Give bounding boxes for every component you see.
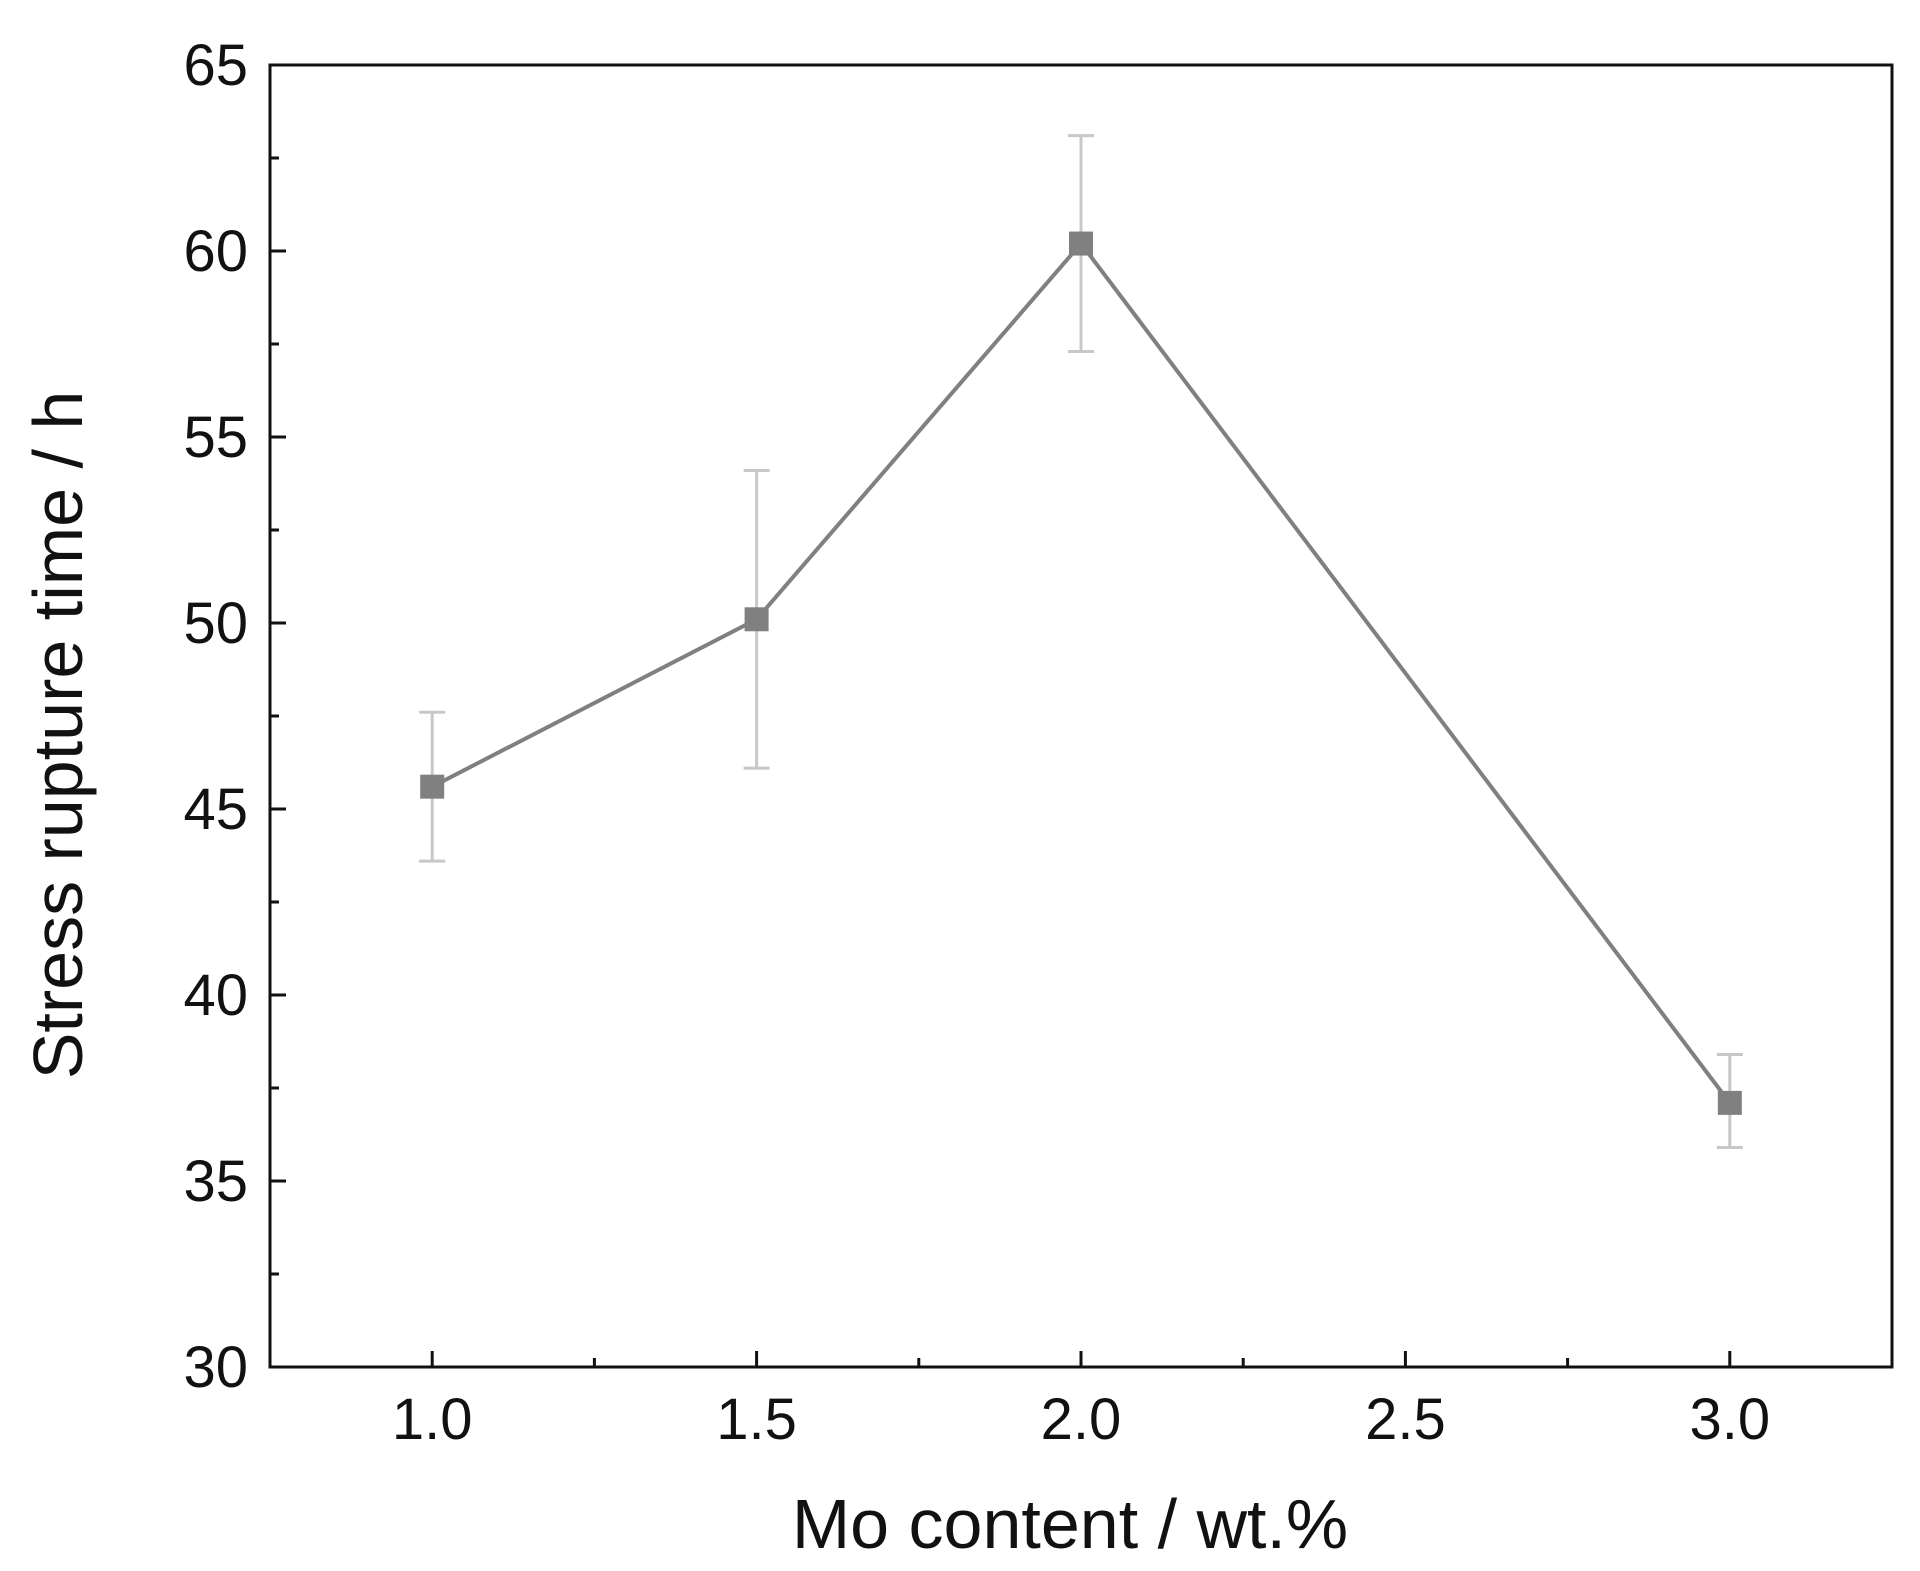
data-point-marker [1717,1090,1742,1115]
x-tick-label: 1.5 [716,1387,797,1452]
y-tick-label: 55 [183,405,248,470]
x-axis-title: Mo content / wt.% [792,1485,1348,1563]
data-point-marker [744,607,769,632]
x-tick-label: 2.0 [1041,1387,1122,1452]
tick-labels: 1.0 1.5 2.0 2.5 3.0 30 35 40 45 50 55 60 65 [183,33,1770,1452]
y-tick-label: 45 [183,777,248,842]
x-tick-label: 3.0 [1689,1387,1770,1452]
y-tick-label: 35 [183,1149,248,1214]
data-point-marker [420,774,445,799]
axis-ticks [270,63,1732,1369]
y-axis-title: Stress rupture time / h [19,391,97,1080]
y-tick-label: 65 [183,33,248,98]
y-tick-label: 40 [183,963,248,1028]
x-tick-label: 1.0 [392,1387,473,1452]
series-layer [419,134,1743,1150]
x-tick-label: 2.5 [1365,1387,1446,1452]
series-line [431,240,1732,1105]
y-tick-label: 50 [183,591,248,656]
y-tick-label: 30 [183,1335,248,1400]
data-point-marker [1069,231,1093,256]
y-tick-label: 60 [183,219,248,284]
